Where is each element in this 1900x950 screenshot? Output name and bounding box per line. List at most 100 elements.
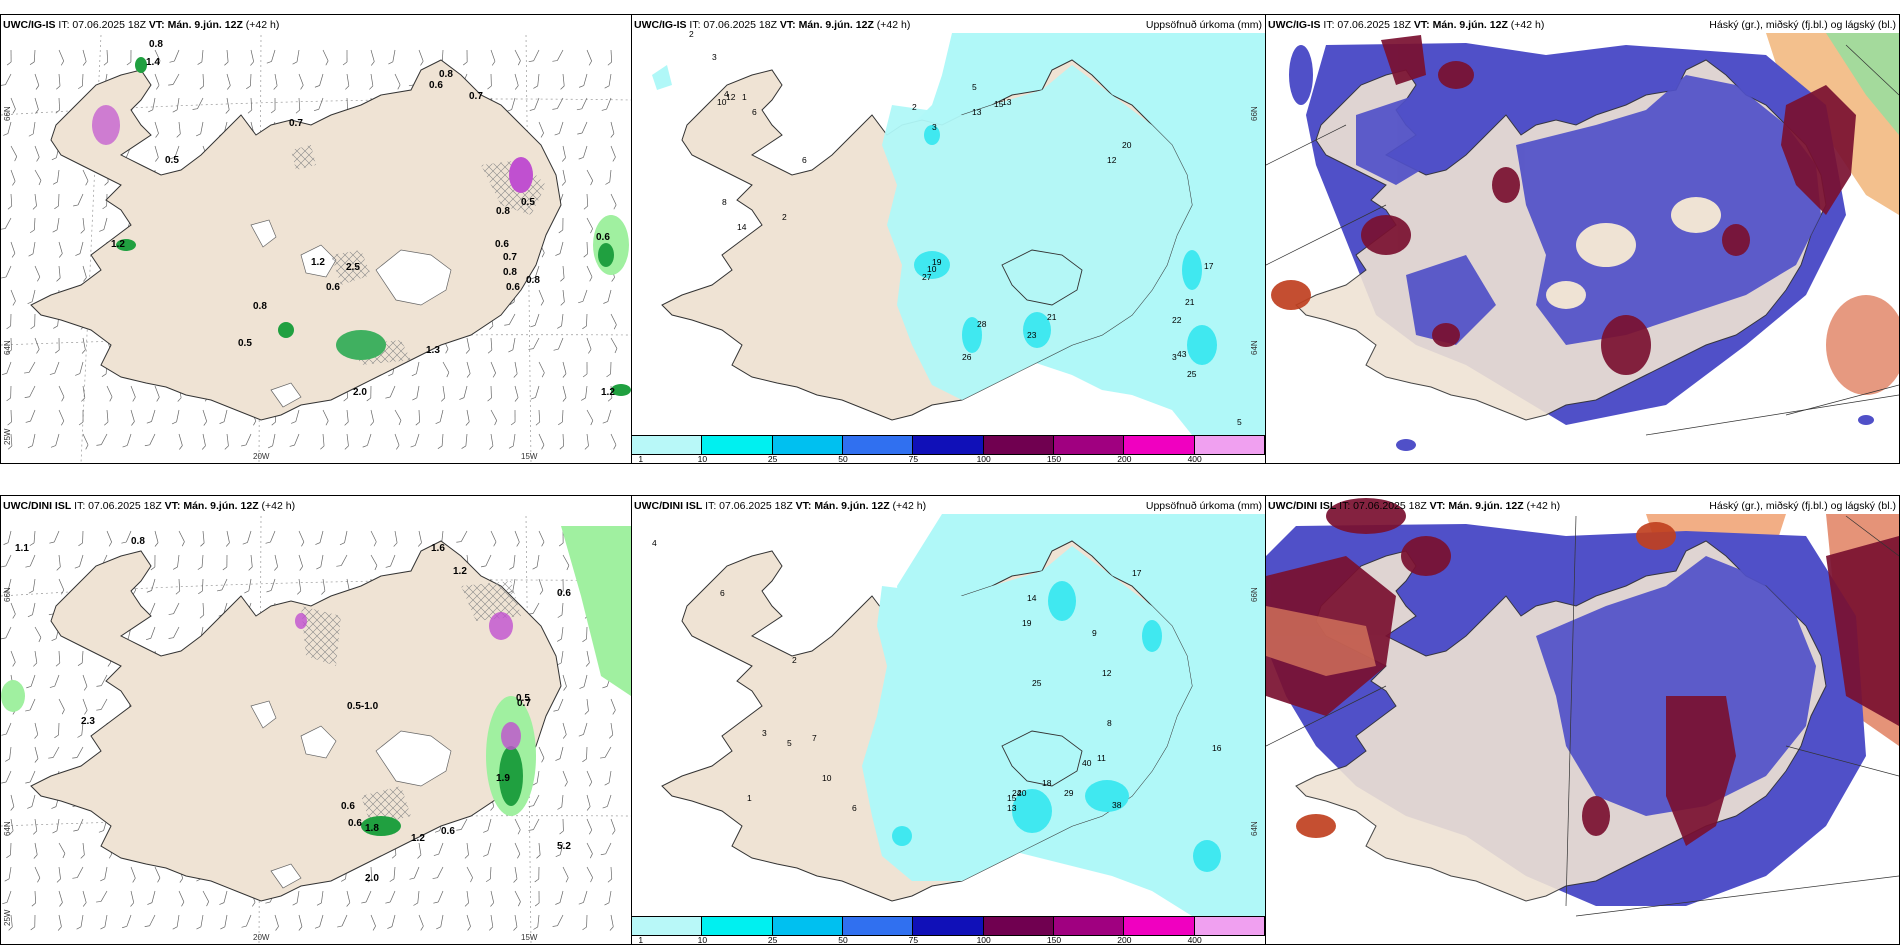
wind-barb — [490, 890, 495, 907]
map-value-label: 10 — [927, 264, 937, 274]
wind-barb — [27, 794, 36, 809]
wind-barb — [530, 313, 540, 328]
wind-barb — [178, 890, 185, 907]
map-value-label: 15 — [994, 99, 1004, 109]
wind-barb — [196, 121, 204, 137]
wind-barb — [154, 121, 159, 138]
wind-barb — [154, 866, 161, 883]
map-value-label: 0.7 — [469, 91, 483, 102]
wind-barb — [266, 49, 276, 64]
wind-barb — [10, 650, 16, 667]
wind-barb — [295, 97, 301, 114]
map-value-label: 8 — [722, 197, 727, 207]
wind-barb — [106, 385, 113, 402]
wind-barb — [562, 554, 570, 571]
map-value-label: 10 — [822, 773, 832, 783]
wind-barb — [130, 409, 135, 426]
wind-barb — [274, 554, 278, 571]
wind-barb — [607, 866, 613, 883]
wind-barb — [586, 217, 593, 234]
wind-barb — [197, 49, 204, 65]
wind-barb — [169, 49, 180, 63]
map-value-label: 9 — [1092, 628, 1097, 638]
map-value-label: 7 — [812, 733, 817, 743]
wind-barb — [78, 73, 84, 90]
map-value-label: 2.5 — [346, 262, 360, 273]
wind-barb — [604, 73, 612, 89]
wind-barb — [417, 530, 422, 547]
wind-barb — [490, 361, 496, 378]
map-value-label: 19 — [1022, 618, 1032, 628]
wind-barb — [56, 73, 61, 90]
map-value-label: 0.8 — [131, 536, 145, 547]
wind-barb — [393, 530, 398, 547]
wind-barb — [557, 626, 564, 642]
wind-barb — [168, 73, 180, 86]
wind-barb — [82, 433, 89, 450]
wind-barb — [480, 554, 492, 568]
wind-barb — [532, 554, 540, 570]
wind-barb — [586, 337, 592, 354]
map-value-label: 0.6 — [596, 232, 610, 243]
wind-barb — [586, 866, 593, 883]
wind-barb — [242, 530, 252, 545]
map-value-label: 0.8 — [253, 301, 267, 312]
wind-barb — [385, 385, 396, 399]
map-value-label: 5.2 — [557, 841, 571, 852]
wind-barb — [58, 49, 65, 66]
map-value-label: 2.0 — [365, 873, 379, 884]
wind-barb — [248, 554, 253, 571]
map-value-label: 23 — [1027, 330, 1037, 340]
wind-barb — [465, 409, 470, 426]
wind-barb — [130, 866, 136, 883]
map-value-label: 0.6 — [341, 801, 355, 812]
wind-barb — [582, 626, 588, 643]
wind-barb — [557, 794, 564, 810]
wind-barb — [273, 73, 278, 90]
wind-barb — [489, 433, 494, 450]
wind-barb — [27, 433, 36, 449]
wind-barb — [106, 530, 112, 547]
lat-label-66n: 66N — [1250, 587, 1259, 602]
map-value-label: 3 — [762, 728, 767, 738]
wind-barb — [582, 361, 588, 378]
wind-barb — [528, 49, 540, 63]
wind-barb — [552, 49, 564, 62]
wind-barb — [582, 746, 588, 763]
map-value-label: 25 — [1032, 678, 1042, 688]
wind-barb — [10, 794, 15, 811]
precip-patches — [92, 57, 631, 396]
wind-barb — [441, 385, 446, 402]
map-value-label: 1.9 — [496, 773, 510, 784]
map-value-label: 17 — [1132, 568, 1142, 578]
map-value-label: 14 — [737, 222, 747, 232]
colorbar-cell — [842, 436, 914, 454]
wind-barb — [154, 385, 160, 402]
map-value-label: 25 — [1187, 369, 1197, 379]
wind-barb — [464, 890, 469, 907]
map-value-label: 28 — [977, 319, 987, 329]
wind-barb — [56, 866, 61, 883]
wind-barb — [198, 578, 204, 595]
map-value-label: 3 — [932, 122, 937, 132]
wind-barb — [172, 914, 180, 930]
wind-barb — [529, 97, 540, 111]
wind-barb — [219, 890, 228, 905]
wind-barb — [176, 121, 181, 138]
wind-barb — [585, 650, 590, 667]
wind-barb — [337, 914, 348, 928]
wind-barb — [3, 578, 12, 593]
colorbar-tick-label: 1 — [638, 454, 644, 464]
wind-barb — [483, 818, 492, 833]
wind-barb — [74, 554, 84, 569]
wind-barb — [96, 890, 108, 903]
wind-barb — [418, 49, 424, 66]
wind-barb — [581, 385, 588, 401]
wind-barb — [31, 890, 37, 907]
wind-barb — [436, 914, 444, 930]
colorbar-cell — [772, 436, 843, 454]
wind-barb — [49, 674, 60, 688]
map-value-label: 13 — [1007, 803, 1017, 813]
wind-barb — [102, 193, 108, 210]
wind-barb — [562, 770, 568, 787]
